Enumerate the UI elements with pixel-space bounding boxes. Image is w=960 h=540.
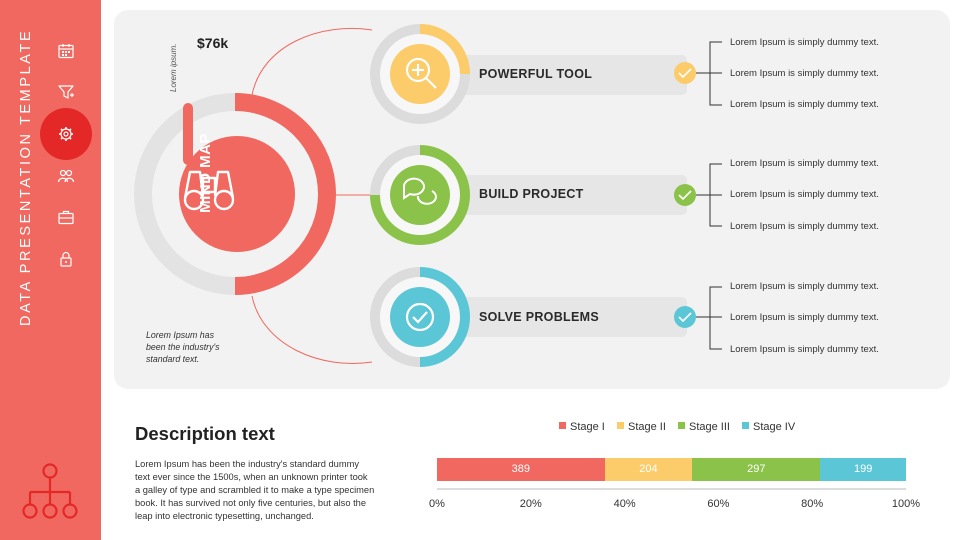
branch-label-build-project: BUILD PROJECT [479, 187, 584, 201]
calendar-icon[interactable] [57, 42, 75, 60]
legend-swatch [742, 422, 749, 429]
mind-map-center [179, 136, 295, 252]
lock-icon[interactable] [57, 250, 75, 268]
legend-item: Stage IV [742, 421, 795, 433]
gear-icon[interactable] [57, 125, 75, 143]
bar-segment: 389 [437, 458, 605, 481]
list-item: Lorem Ipsum is simply dummy text. [730, 37, 879, 48]
bracket-powerful-tool [709, 41, 722, 106]
binoculars-icon [183, 170, 235, 211]
check-bubble-powerful-tool [674, 62, 696, 84]
zoom-in-icon [405, 57, 437, 89]
branch-icon-circle [390, 44, 450, 104]
org-chart-icon [22, 463, 78, 519]
check-bubble-build-project [674, 184, 696, 206]
connector-bottom [251, 295, 373, 364]
list-item: Lorem Ipsum is simply dummy text. [730, 312, 879, 323]
mind-map-ring-progress [234, 93, 336, 295]
x-tick-label: 0% [429, 498, 445, 510]
funnel-icon[interactable] [57, 83, 75, 101]
x-tick-label: 80% [801, 498, 824, 510]
legend-item: Stage II [617, 421, 666, 433]
branch-label-powerful-tool: POWERFUL TOOL [479, 67, 593, 81]
list-item: Lorem Ipsum is simply dummy text. [730, 68, 879, 79]
bar-segment: 204 [604, 458, 693, 481]
center-label: MIND MAP [197, 133, 214, 213]
legend-swatch [617, 422, 624, 429]
branch-ring-progress [370, 145, 470, 245]
legend-label: Stage I [570, 421, 605, 433]
x-tick-label: 60% [707, 498, 730, 510]
legend-label: Stage II [628, 421, 666, 433]
bracket-solve-problems [709, 286, 722, 350]
list-item: Lorem Ipsum is simply dummy text. [730, 158, 879, 169]
branch-ring-progress [419, 267, 470, 367]
bar-segment: 297 [692, 458, 821, 481]
legend-item: Stage I [559, 421, 605, 433]
sidebar: DATA PRESENTATION TEMPLATE [0, 0, 101, 540]
connector-top [251, 27, 373, 96]
x-tick-label: 20% [519, 498, 542, 510]
list-item: Lorem Ipsum is simply dummy text. [730, 281, 879, 292]
checkmark-icon-build-project [678, 190, 692, 201]
bracket-build-project [709, 163, 722, 227]
branch-icon-circle [390, 287, 450, 347]
legend-swatch [559, 422, 566, 429]
list-item: Lorem Ipsum is simply dummy text. [730, 99, 879, 110]
amount-label: $76k [197, 35, 229, 51]
branch-bar-powerful-tool [455, 55, 687, 95]
mind-map-caption: Lorem Ipsum has been the industry's stan… [146, 330, 220, 364]
x-tick-label: 100% [891, 498, 921, 510]
branch-bar-build-project [455, 175, 687, 215]
list-item: Lorem Ipsum is simply dummy text. [730, 221, 879, 232]
legend-swatch [678, 422, 685, 429]
people-icon[interactable] [57, 167, 75, 185]
checkmark-icon [405, 302, 435, 332]
legend-item: Stage III [678, 421, 730, 433]
active-nav-indicator[interactable] [40, 108, 92, 160]
chart-axis-line [437, 488, 906, 490]
checkmark-icon-solve-problems [678, 312, 692, 323]
briefcase-icon[interactable] [57, 208, 75, 226]
branch-ring-progress [419, 24, 470, 75]
description-title: Description text [135, 423, 275, 444]
mind-map-diagram [134, 24, 722, 367]
list-item: Lorem Ipsum is simply dummy text. [730, 344, 879, 355]
branch-bar-solve-problems [455, 297, 687, 337]
side-label: Lorem ipsum. [169, 43, 178, 92]
branch-label-solve-problems: SOLVE PROBLEMS [479, 310, 599, 324]
check-bubble-solve-problems [674, 306, 696, 328]
chat-icon [403, 177, 437, 205]
branch-icon-circle [390, 165, 450, 225]
legend-label: Stage IV [753, 421, 796, 433]
description-body: Lorem Ipsum has been the industry's stan… [135, 459, 375, 522]
legend-label: Stage III [689, 421, 730, 433]
bar-segment: 199 [820, 458, 906, 481]
x-tick-label: 40% [613, 498, 636, 510]
list-item: Lorem Ipsum is simply dummy text. [730, 189, 879, 200]
checkmark-icon-powerful-tool [678, 68, 692, 79]
